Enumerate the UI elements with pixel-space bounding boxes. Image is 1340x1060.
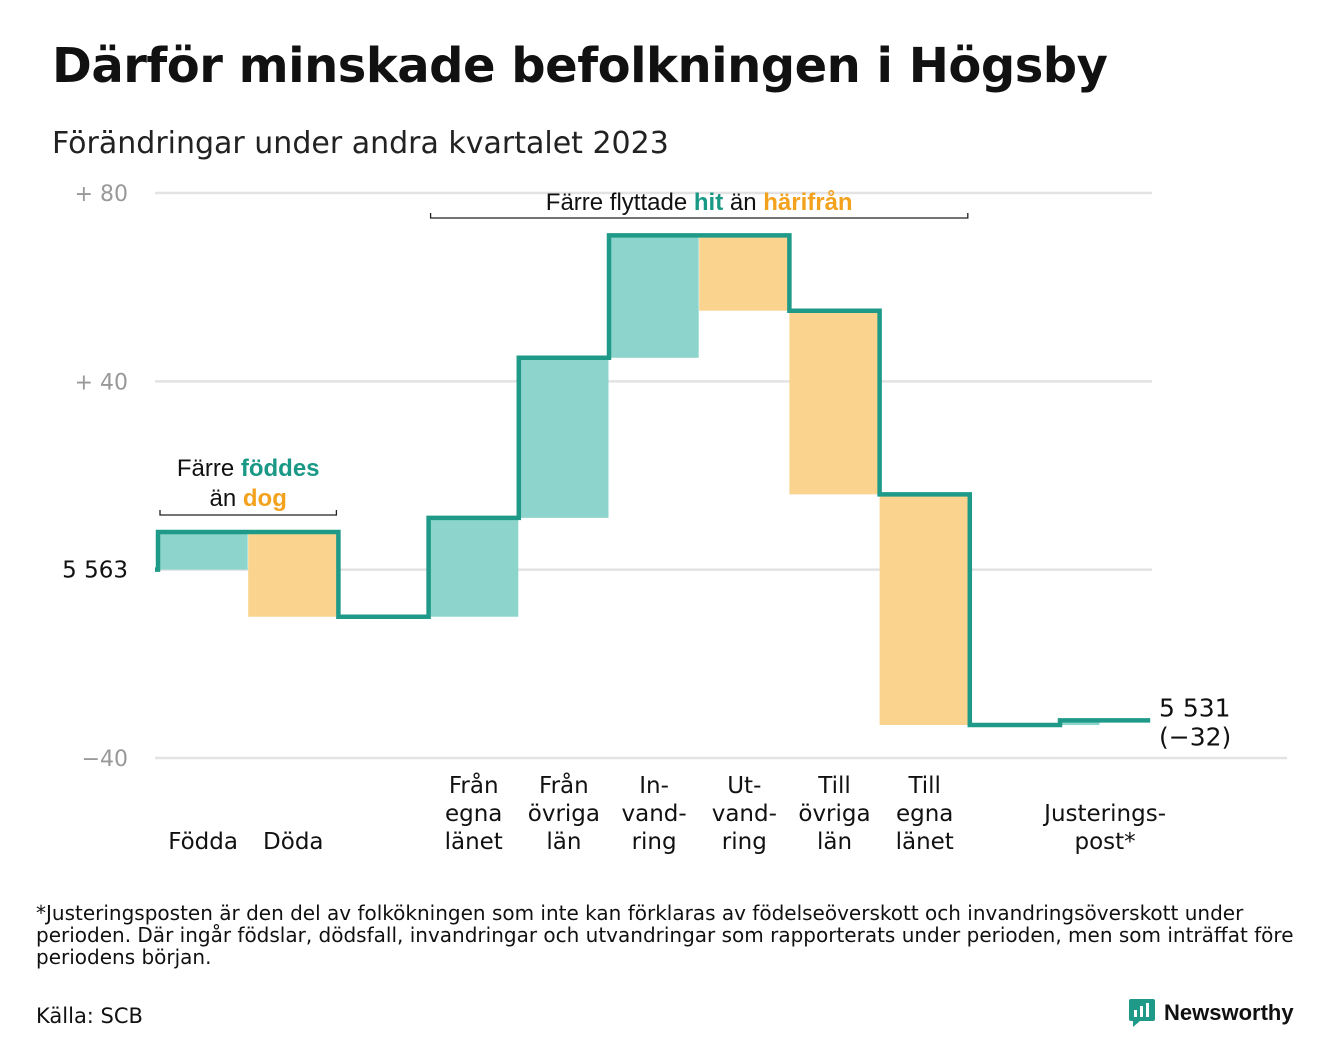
category-label: post*: [1075, 829, 1136, 855]
category-label: egna: [445, 801, 502, 827]
annotation-births-deaths: Färre föddes än dog: [159, 455, 338, 516]
category-label: vand-: [622, 801, 687, 827]
waterfall-bar: [428, 517, 519, 617]
waterfall-bar: [248, 532, 338, 617]
category-label: Födda: [168, 829, 238, 855]
annotation-migration: Färre flyttade hit än härifrån: [429, 189, 969, 219]
category-label: länet: [896, 829, 954, 855]
chart-subtitle: Förändringar under andra kvartalet 2023: [52, 126, 669, 161]
category-label: In-: [639, 773, 669, 799]
step-line: [155, 233, 1151, 728]
footnote: *Justeringsposten är den del av folkökni…: [36, 901, 1294, 969]
category-label: övriga: [528, 801, 600, 827]
category-label: län: [817, 829, 852, 855]
chart-title: Därför minskade befolkningen i Högsby: [52, 38, 1108, 94]
waterfall-bar: [518, 357, 609, 518]
annotation-segment: dog: [243, 485, 287, 512]
source-note: Källa: SCB: [36, 1004, 143, 1028]
annotation-text: Färre föddes: [177, 455, 320, 482]
waterfall-bar: [1060, 720, 1100, 726]
brand-name: Newsworthy: [1164, 1000, 1294, 1025]
y-tick-label: −40: [82, 747, 128, 772]
annotation-bracket: [429, 213, 969, 219]
category-label: egna: [896, 801, 953, 827]
waterfall-bar: [789, 310, 880, 495]
waterfall-bar: [879, 494, 970, 726]
waterfall-bar: [699, 235, 789, 311]
category-label: Ut-: [727, 773, 761, 799]
category-label: ring: [722, 829, 767, 855]
brand-logo: Newsworthy: [1128, 998, 1294, 1028]
end-value-label: 5 531: [1159, 693, 1231, 722]
start-value-label: 5 563: [62, 558, 128, 584]
end-change-label: (−32): [1159, 722, 1231, 751]
annotation-segment: Färre flyttade: [546, 189, 694, 216]
annotation-segment: än: [723, 189, 763, 216]
category-label: ring: [632, 829, 677, 855]
category-label: län: [546, 829, 581, 855]
annotation-text: än dog: [210, 485, 287, 512]
y-tick-label: + 40: [75, 370, 128, 395]
waterfall-bar: [158, 532, 248, 570]
category-label: Justerings-: [1042, 801, 1166, 827]
annotation-bracket: [159, 510, 338, 516]
waterfall-bar: [609, 235, 699, 358]
category-label: övriga: [798, 801, 870, 827]
category-label: Från: [539, 771, 589, 799]
category-label: vand-: [712, 801, 777, 827]
annotation-segment: hit: [694, 189, 723, 216]
annotation-segment: härifrån: [763, 189, 852, 216]
category-label: Till: [817, 773, 851, 799]
annotation-segment: Färre: [177, 455, 241, 482]
y-tick-label: + 80: [75, 182, 128, 207]
category-label: Från: [449, 771, 499, 799]
annotation-text: Färre flyttade hit än härifrån: [546, 189, 853, 216]
bar-chart-speech-icon: [1129, 999, 1155, 1027]
category-label: Döda: [263, 829, 323, 855]
category-label: Till: [907, 773, 941, 799]
category-label: länet: [445, 829, 503, 855]
annotation-segment: föddes: [241, 455, 320, 482]
annotation-segment: än: [210, 485, 243, 512]
